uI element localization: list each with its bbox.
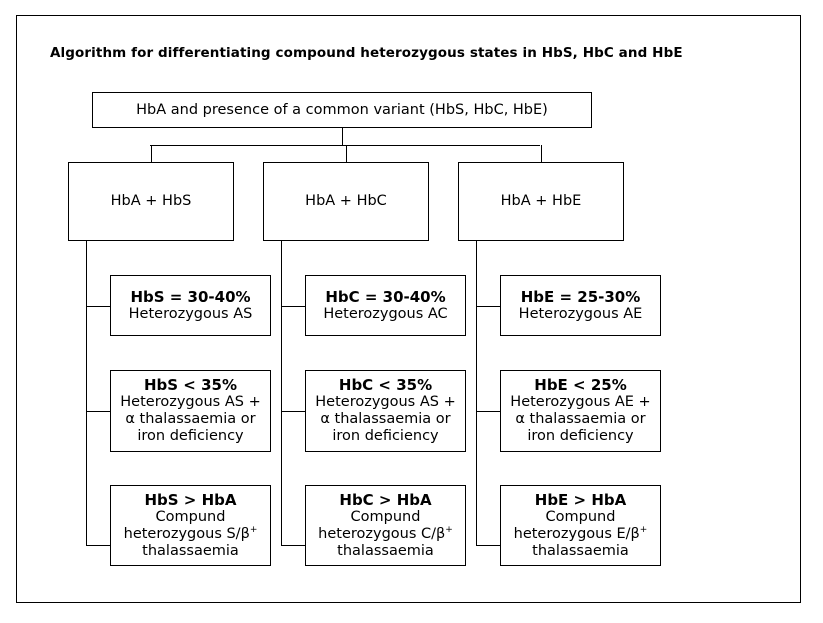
result-text: Heterozygous AC bbox=[323, 305, 448, 322]
criterion-label: HbS < 35% bbox=[143, 376, 237, 394]
result-text-line: thalassaemia bbox=[142, 543, 239, 560]
result-connector bbox=[86, 545, 110, 546]
criterion-label: HbC = 30-40% bbox=[325, 287, 446, 306]
result-connector bbox=[281, 411, 305, 412]
column-spine bbox=[281, 241, 282, 545]
root-label: HbA and presence of a common variant (Hb… bbox=[136, 101, 548, 118]
result-text-line: α thalassaemia or bbox=[515, 411, 645, 428]
result-text-line: heterozygous C/β+ bbox=[318, 524, 453, 543]
branch-drop bbox=[346, 145, 347, 162]
result-connector bbox=[281, 306, 305, 307]
result-box: HbS < 35% Heterozygous AS + α thalassaemia… bbox=[110, 370, 271, 452]
result-box: HbC > HbA Compund heterozygous C/β+ thalass… bbox=[305, 485, 466, 566]
result-text-line: Heterozygous AS + bbox=[315, 394, 455, 411]
result-text: thalassaemia bbox=[532, 542, 629, 559]
superscript-plus: + bbox=[445, 524, 453, 535]
result-text: iron deficiency bbox=[137, 428, 244, 444]
variant-label: HbA + HbE bbox=[500, 193, 582, 209]
result-text-line: Heterozygous AE bbox=[519, 306, 643, 323]
result-box: HbE > HbA Compund heterozygous E/β+ thalass… bbox=[500, 485, 661, 566]
criterion-label: HbS = 30-40% bbox=[130, 287, 251, 306]
root-box: HbA and presence of a common variant (Hb… bbox=[92, 92, 592, 128]
figure-frame bbox=[16, 15, 801, 603]
result-text-line: iron deficiency bbox=[137, 428, 243, 445]
result-text-line: Compund bbox=[351, 509, 421, 526]
result-text-line: Heterozygous AS + bbox=[120, 394, 260, 411]
criterion-label: HbC > HbA bbox=[339, 490, 432, 509]
result-text-line: thalassaemia bbox=[532, 543, 629, 560]
result-text: Heterozygous AE + bbox=[510, 394, 651, 410]
result-text-line: Heterozygous AC bbox=[323, 306, 447, 323]
result-text-line: iron deficiency bbox=[527, 428, 633, 445]
result-connector bbox=[476, 306, 500, 307]
result-text: Compund bbox=[350, 508, 421, 525]
result-connector bbox=[476, 545, 500, 546]
result-text-line: Heterozygous AE + bbox=[510, 394, 650, 411]
result-box: HbS > HbA Compund heterozygous S/β+ thalass… bbox=[110, 485, 271, 566]
criterion-label: HbS > HbA bbox=[144, 490, 237, 509]
result-text-line: heterozygous S/β+ bbox=[123, 524, 258, 543]
result-text-line: Compund bbox=[546, 509, 616, 526]
result-text: Heterozygous AS + bbox=[120, 394, 261, 410]
variant-label: HbA + HbC bbox=[305, 193, 387, 209]
result-text: heterozygous C/β bbox=[318, 525, 446, 542]
result-box: HbS = 30-40% Heterozygous AS bbox=[110, 275, 271, 336]
result-text: α thalassaemia or bbox=[320, 411, 451, 427]
result-text: thalassaemia bbox=[142, 542, 239, 559]
branch-bar bbox=[150, 145, 540, 146]
result-text-line: thalassaemia bbox=[337, 543, 434, 560]
result-text: iron deficiency bbox=[332, 428, 439, 444]
criterion-label: HbE > HbA bbox=[534, 490, 627, 509]
result-text: α thalassaemia or bbox=[515, 411, 646, 427]
variant-label: HbA + HbS bbox=[110, 193, 192, 209]
result-text: Heterozygous AS bbox=[128, 305, 253, 322]
branch-drop bbox=[541, 145, 542, 162]
result-connector bbox=[86, 306, 110, 307]
result-text: Heterozygous AE bbox=[518, 305, 643, 322]
variant-box: HbA + HbS bbox=[68, 162, 234, 241]
result-text: iron deficiency bbox=[527, 428, 634, 444]
result-box: HbC = 30-40% Heterozygous AC bbox=[305, 275, 466, 336]
result-connector bbox=[476, 411, 500, 412]
branch-drop bbox=[151, 145, 152, 162]
result-text: heterozygous S/β bbox=[123, 525, 250, 542]
result-text: Heterozygous AS + bbox=[315, 394, 456, 410]
result-text-line: α thalassaemia or bbox=[125, 411, 255, 428]
superscript-plus: + bbox=[249, 524, 258, 535]
result-text-line: heterozygous E/β+ bbox=[513, 524, 648, 543]
criterion-label: HbE < 25% bbox=[534, 376, 627, 394]
result-text: Compund bbox=[155, 508, 226, 525]
result-connector bbox=[281, 545, 305, 546]
superscript-plus: + bbox=[639, 524, 648, 535]
result-connector bbox=[86, 411, 110, 412]
criterion-label: HbE = 25-30% bbox=[520, 287, 641, 306]
criterion-label: HbC < 35% bbox=[338, 376, 433, 394]
variant-box: HbA + HbE bbox=[458, 162, 624, 241]
result-text-line: Heterozygous AS bbox=[129, 306, 253, 323]
root-connector bbox=[342, 128, 343, 145]
column-spine bbox=[476, 241, 477, 545]
result-box: HbE < 25% Heterozygous AE + α thalassaemia… bbox=[500, 370, 661, 452]
result-text: thalassaemia bbox=[337, 542, 434, 559]
result-text: heterozygous E/β bbox=[513, 525, 640, 542]
result-text-line: iron deficiency bbox=[332, 428, 438, 445]
result-text-line: Compund bbox=[156, 509, 226, 526]
result-text-line: α thalassaemia or bbox=[320, 411, 450, 428]
result-text: Compund bbox=[545, 508, 616, 525]
variant-box: HbA + HbC bbox=[263, 162, 429, 241]
column-spine bbox=[86, 241, 87, 545]
result-box: HbE = 25-30% Heterozygous AE bbox=[500, 275, 661, 336]
result-text: α thalassaemia or bbox=[125, 411, 256, 427]
result-box: HbC < 35% Heterozygous AS + α thalassaemia… bbox=[305, 370, 466, 452]
figure-title: Algorithm for differentiating compound h… bbox=[50, 45, 683, 61]
